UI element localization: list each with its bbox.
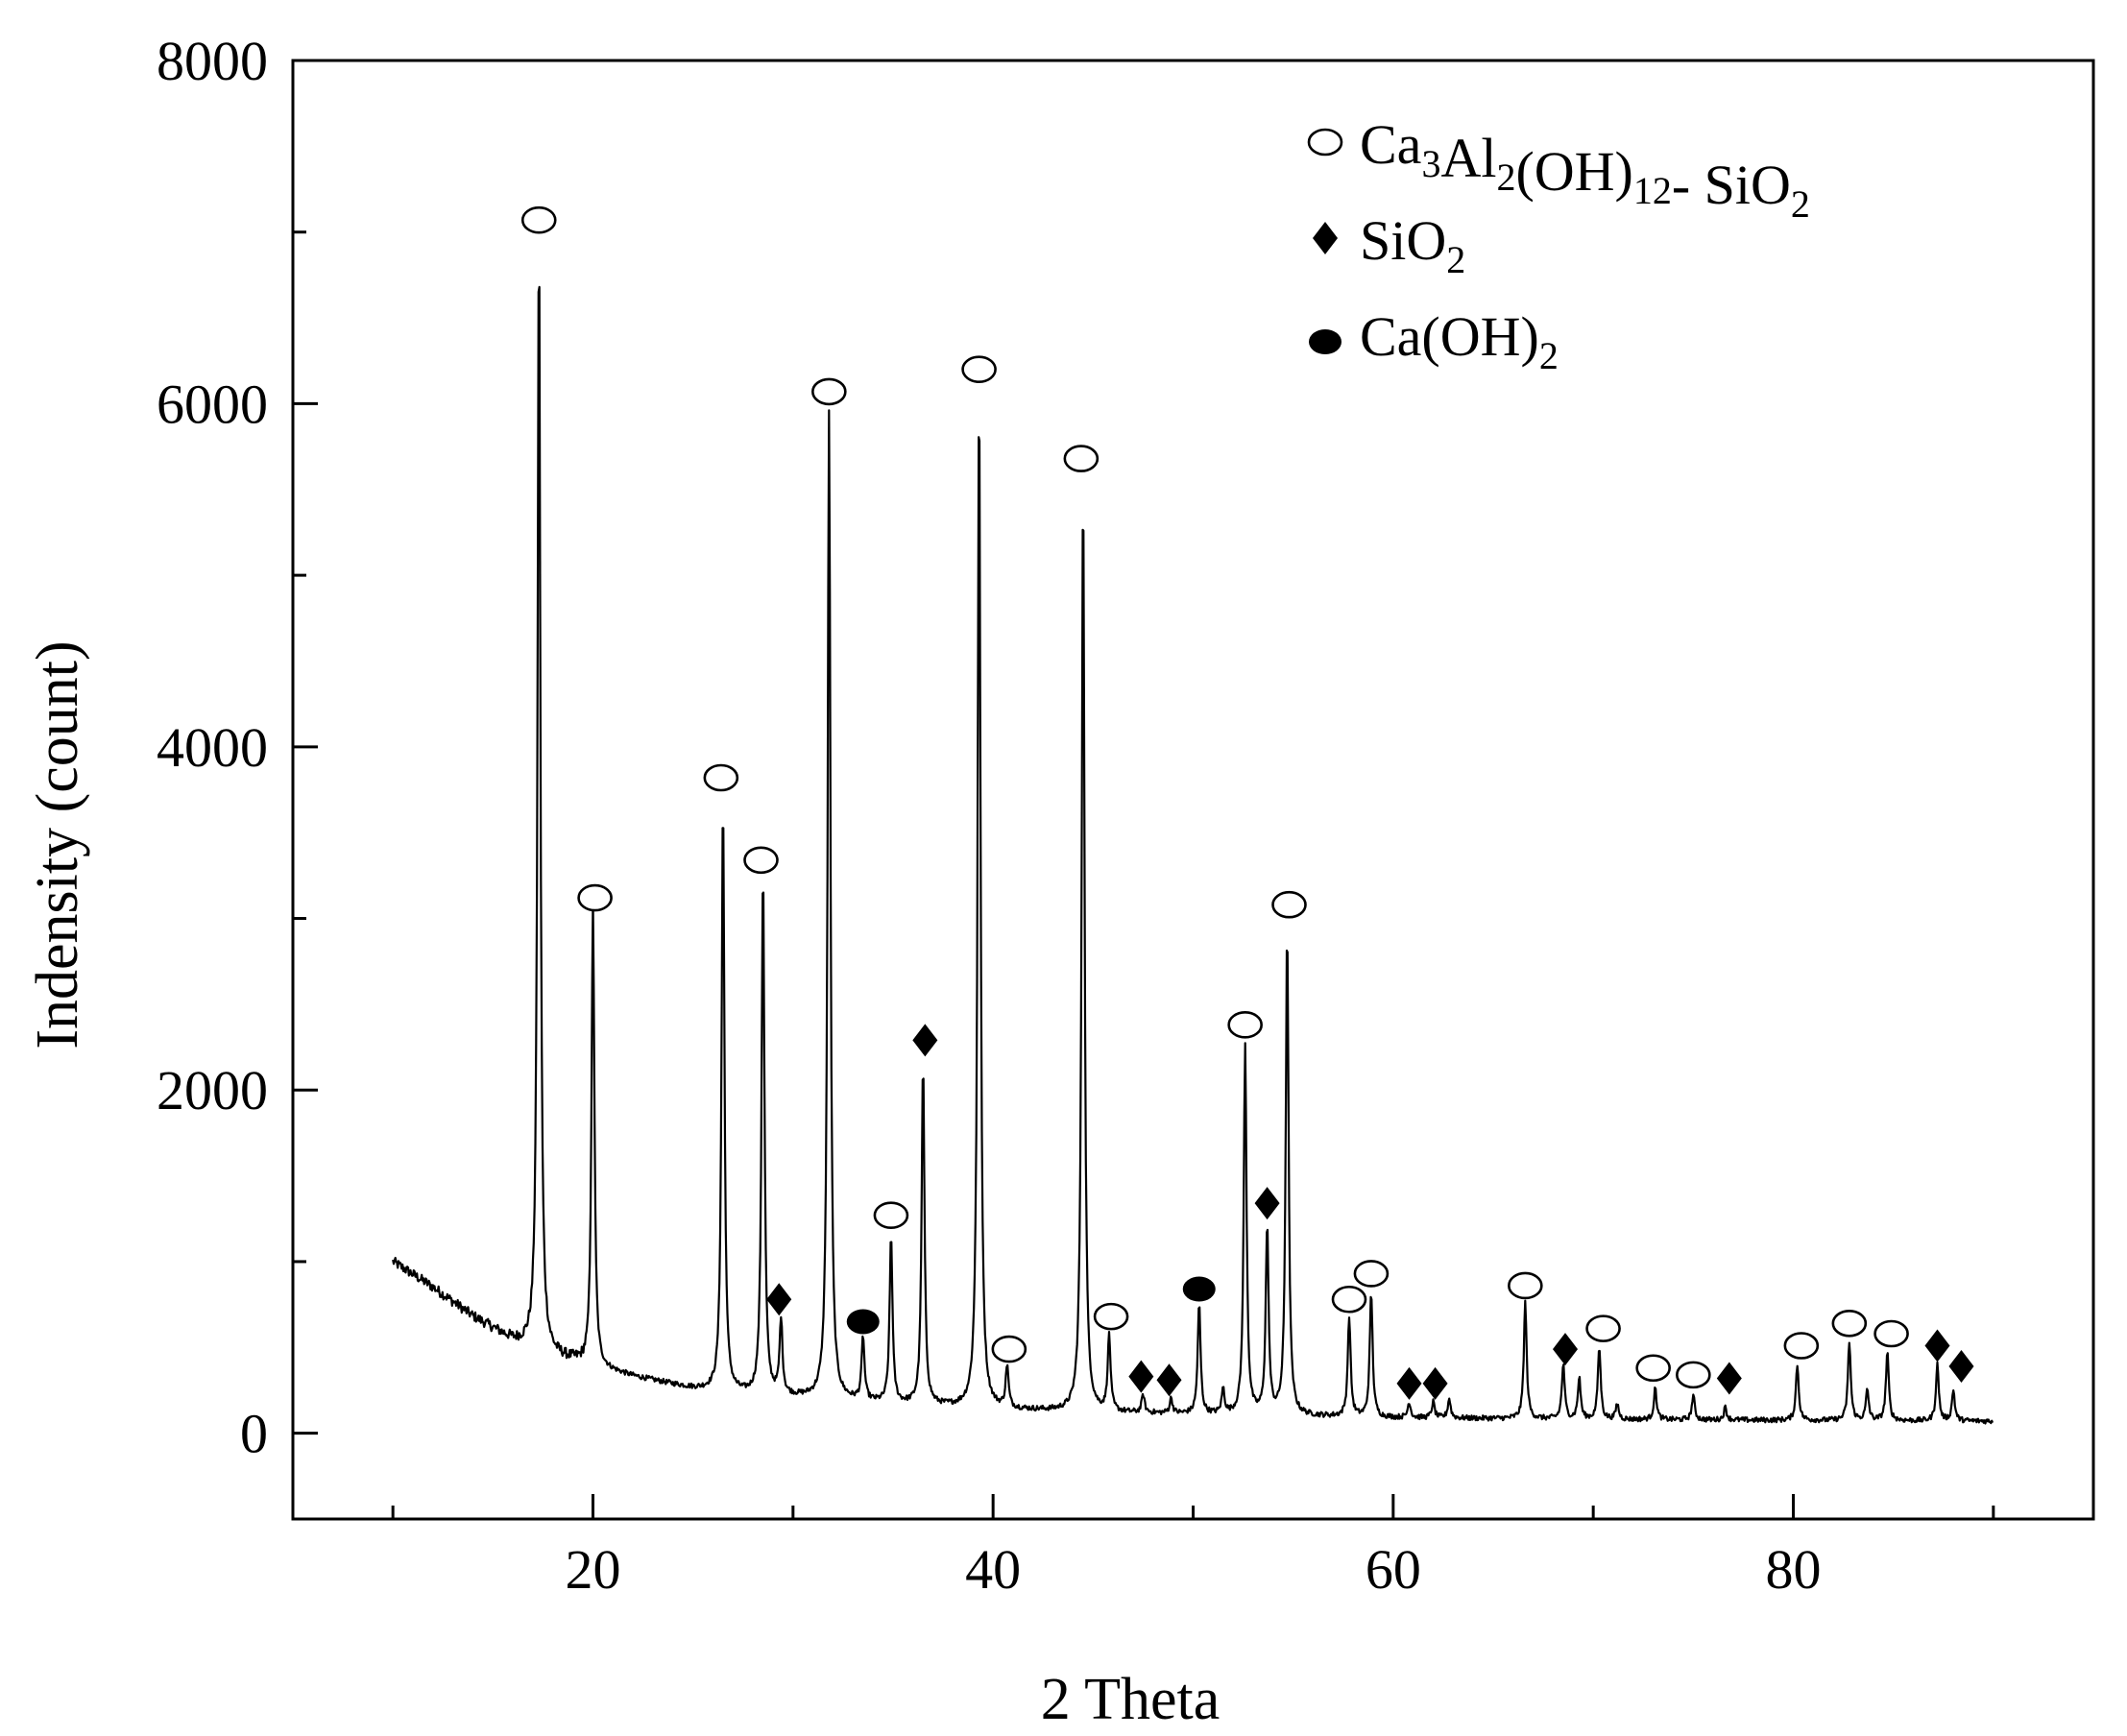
- peak-marker-open-circle: [1227, 1011, 1263, 1039]
- peak-marker-open-circle: [991, 1335, 1027, 1363]
- peak-marker-open-circle: [1353, 1260, 1390, 1288]
- legend-entry: SiO2: [1313, 209, 1465, 281]
- y-tick-label: 8000: [157, 30, 268, 92]
- peak-marker-open-circle: [873, 1201, 909, 1229]
- peak-marker-open-circle: [1635, 1354, 1671, 1383]
- x-axis: 20 40 60 80: [391, 1494, 1995, 1601]
- y-tick-label: 2000: [157, 1059, 268, 1121]
- legend-label: Ca3Al2(OH)12- SiO2: [1360, 113, 1810, 226]
- peak-marker-open-circle: [1508, 1271, 1543, 1300]
- peak-marker-open-circle: [1676, 1361, 1711, 1389]
- peak-marker-diamond: [1422, 1366, 1448, 1400]
- peak-marker-open-circle: [1063, 445, 1100, 472]
- peak-marker-open-circle: [811, 377, 847, 406]
- peak-marker-diamond: [1128, 1360, 1154, 1393]
- legend-marker-filled-circle: [1309, 329, 1341, 354]
- y-tick-label: 4000: [157, 716, 268, 779]
- peak-marker-open-circle: [703, 763, 739, 792]
- y-axis: 0 2000 4000 6000 8000: [157, 30, 318, 1465]
- legend-marker-diamond: [1313, 222, 1338, 254]
- peak-marker-open-circle: [1271, 890, 1307, 919]
- peak-marker-filled-circle: [846, 1309, 880, 1335]
- peak-marker-open-circle: [743, 846, 779, 875]
- peak-marker-diamond: [1948, 1349, 1974, 1383]
- xrd-trace: [392, 285, 1994, 1425]
- y-tick-label: 0: [240, 1403, 268, 1465]
- peak-marker-diamond: [1716, 1362, 1742, 1395]
- peak-marker-open-circle: [1783, 1332, 1820, 1360]
- peak-marker-diamond: [1254, 1187, 1280, 1220]
- peak-marker-open-circle: [1331, 1285, 1367, 1314]
- x-tick-label: 40: [965, 1538, 1021, 1601]
- y-axis-label: Indensity (count): [25, 640, 90, 1049]
- peak-marker-open-circle: [1831, 1309, 1868, 1338]
- legend-entry: Ca(OH)2: [1309, 305, 1559, 377]
- peak-marker-open-circle: [1873, 1319, 1909, 1348]
- peak-marker-diamond: [766, 1283, 792, 1316]
- peak-marker-diamond: [1396, 1366, 1422, 1400]
- x-tick-label: 60: [1366, 1538, 1421, 1601]
- plot-area: [291, 59, 2095, 1521]
- peak-marker-diamond: [912, 1024, 938, 1057]
- x-tick-label: 20: [566, 1538, 621, 1601]
- legend-entry: Ca3Al2(OH)12- SiO2: [1307, 113, 1810, 226]
- x-axis-label: 2 Theta: [1041, 1667, 1221, 1732]
- legend-marker-open-circle: [1307, 128, 1343, 157]
- peak-marker-open-circle: [1093, 1302, 1129, 1331]
- peak-marker-diamond: [1553, 1333, 1578, 1366]
- peak-marker-filled-circle: [1182, 1276, 1216, 1302]
- peak-marker-open-circle: [520, 205, 557, 234]
- peak-marker-open-circle: [961, 355, 997, 383]
- x-tick-label: 80: [1766, 1538, 1822, 1601]
- peak-marker-open-circle: [1585, 1314, 1621, 1342]
- peak-marker-diamond: [1924, 1329, 1950, 1362]
- legend-label: SiO2: [1360, 209, 1465, 281]
- peak-marker-diamond: [1156, 1363, 1182, 1397]
- peak-marker-open-circle: [577, 883, 613, 912]
- y-tick-label: 6000: [157, 373, 268, 435]
- legend-label: Ca(OH)2: [1360, 305, 1559, 377]
